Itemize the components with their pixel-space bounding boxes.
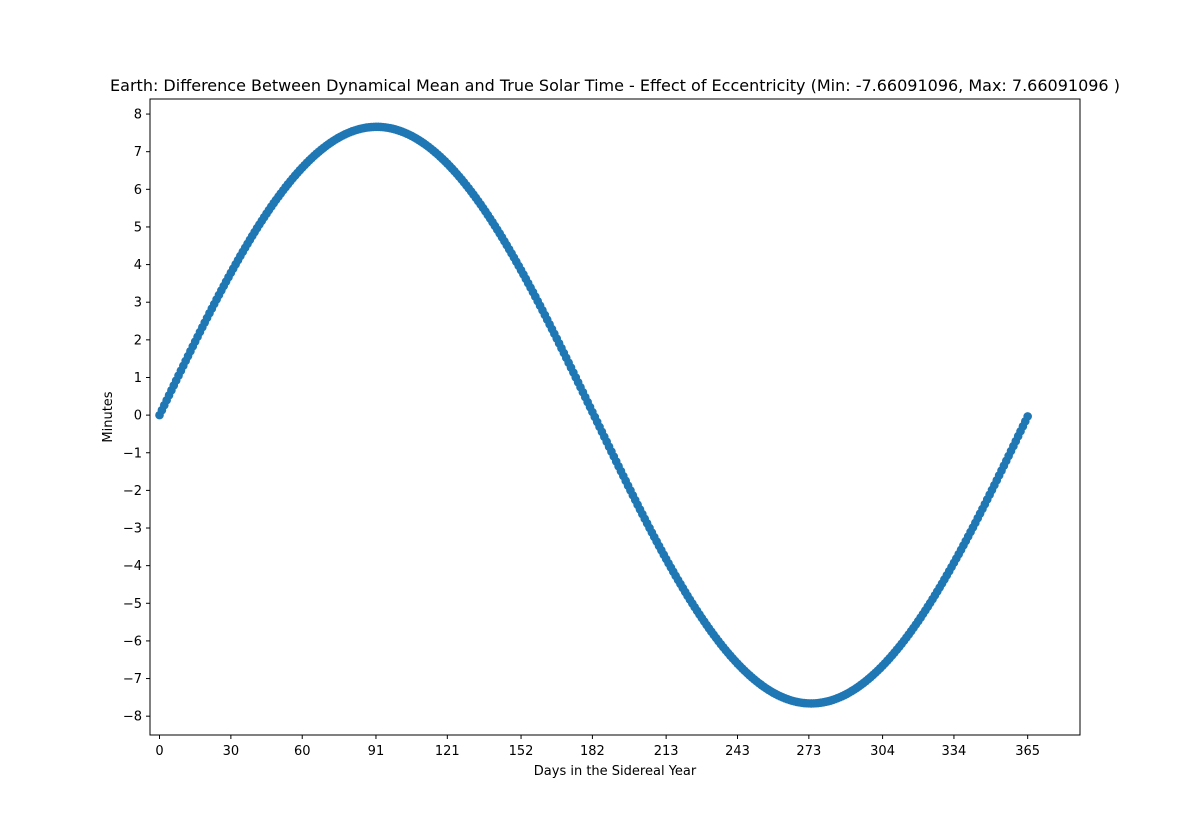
x-tick-label: 213 xyxy=(654,744,679,759)
y-tick-label: −1 xyxy=(123,446,142,461)
x-tick-label: 121 xyxy=(435,744,460,759)
y-tick-label: 8 xyxy=(134,108,142,123)
y-tick-label: 7 xyxy=(134,145,142,160)
plot-background xyxy=(150,99,1080,735)
x-tick-label: 243 xyxy=(725,744,750,759)
x-tick-label: 91 xyxy=(368,744,385,759)
x-tick-label: 0 xyxy=(155,744,163,759)
x-tick-label: 273 xyxy=(796,744,821,759)
y-tick-label: −3 xyxy=(123,522,142,537)
y-tick-label: 2 xyxy=(134,333,142,348)
chart-title: Earth: Difference Between Dynamical Mean… xyxy=(110,76,1120,95)
x-tick-label: 60 xyxy=(294,744,311,759)
plot-frame xyxy=(149,98,1081,736)
y-axis-label: Minutes xyxy=(101,391,116,442)
y-axis-ticks: 8 7 6 5 4 3 2 1 0 −1 −2 −3 −4 −5 −6 −7 −8 xyxy=(123,108,150,725)
y-tick-label: −5 xyxy=(123,597,142,612)
y-tick-label: 0 xyxy=(134,409,142,424)
x-tick-label: 334 xyxy=(942,744,967,759)
data-point xyxy=(1023,412,1032,421)
y-tick-label: −7 xyxy=(123,672,142,687)
y-tick-label: −2 xyxy=(123,484,142,499)
x-tick-label: 30 xyxy=(223,744,240,759)
y-tick-label: −8 xyxy=(123,710,142,725)
x-tick-label: 152 xyxy=(509,744,534,759)
y-tick-label: 1 xyxy=(134,371,142,386)
x-tick-label: 304 xyxy=(870,744,895,759)
data-points xyxy=(155,122,1032,708)
y-tick-label: 5 xyxy=(134,220,142,235)
x-axis-ticks: 0 30 60 91 121 152 182 213 243 273 304 334 365 xyxy=(155,735,1040,759)
x-tick-label: 182 xyxy=(580,744,605,759)
y-tick-label: −6 xyxy=(123,634,142,649)
x-tick-label: 365 xyxy=(1015,744,1040,759)
y-tick-label: 3 xyxy=(134,296,142,311)
y-tick-label: 6 xyxy=(134,183,142,198)
y-tick-label: −4 xyxy=(123,559,142,574)
y-tick-label: 4 xyxy=(134,258,142,273)
x-axis-label: Days in the Sidereal Year xyxy=(534,764,697,779)
